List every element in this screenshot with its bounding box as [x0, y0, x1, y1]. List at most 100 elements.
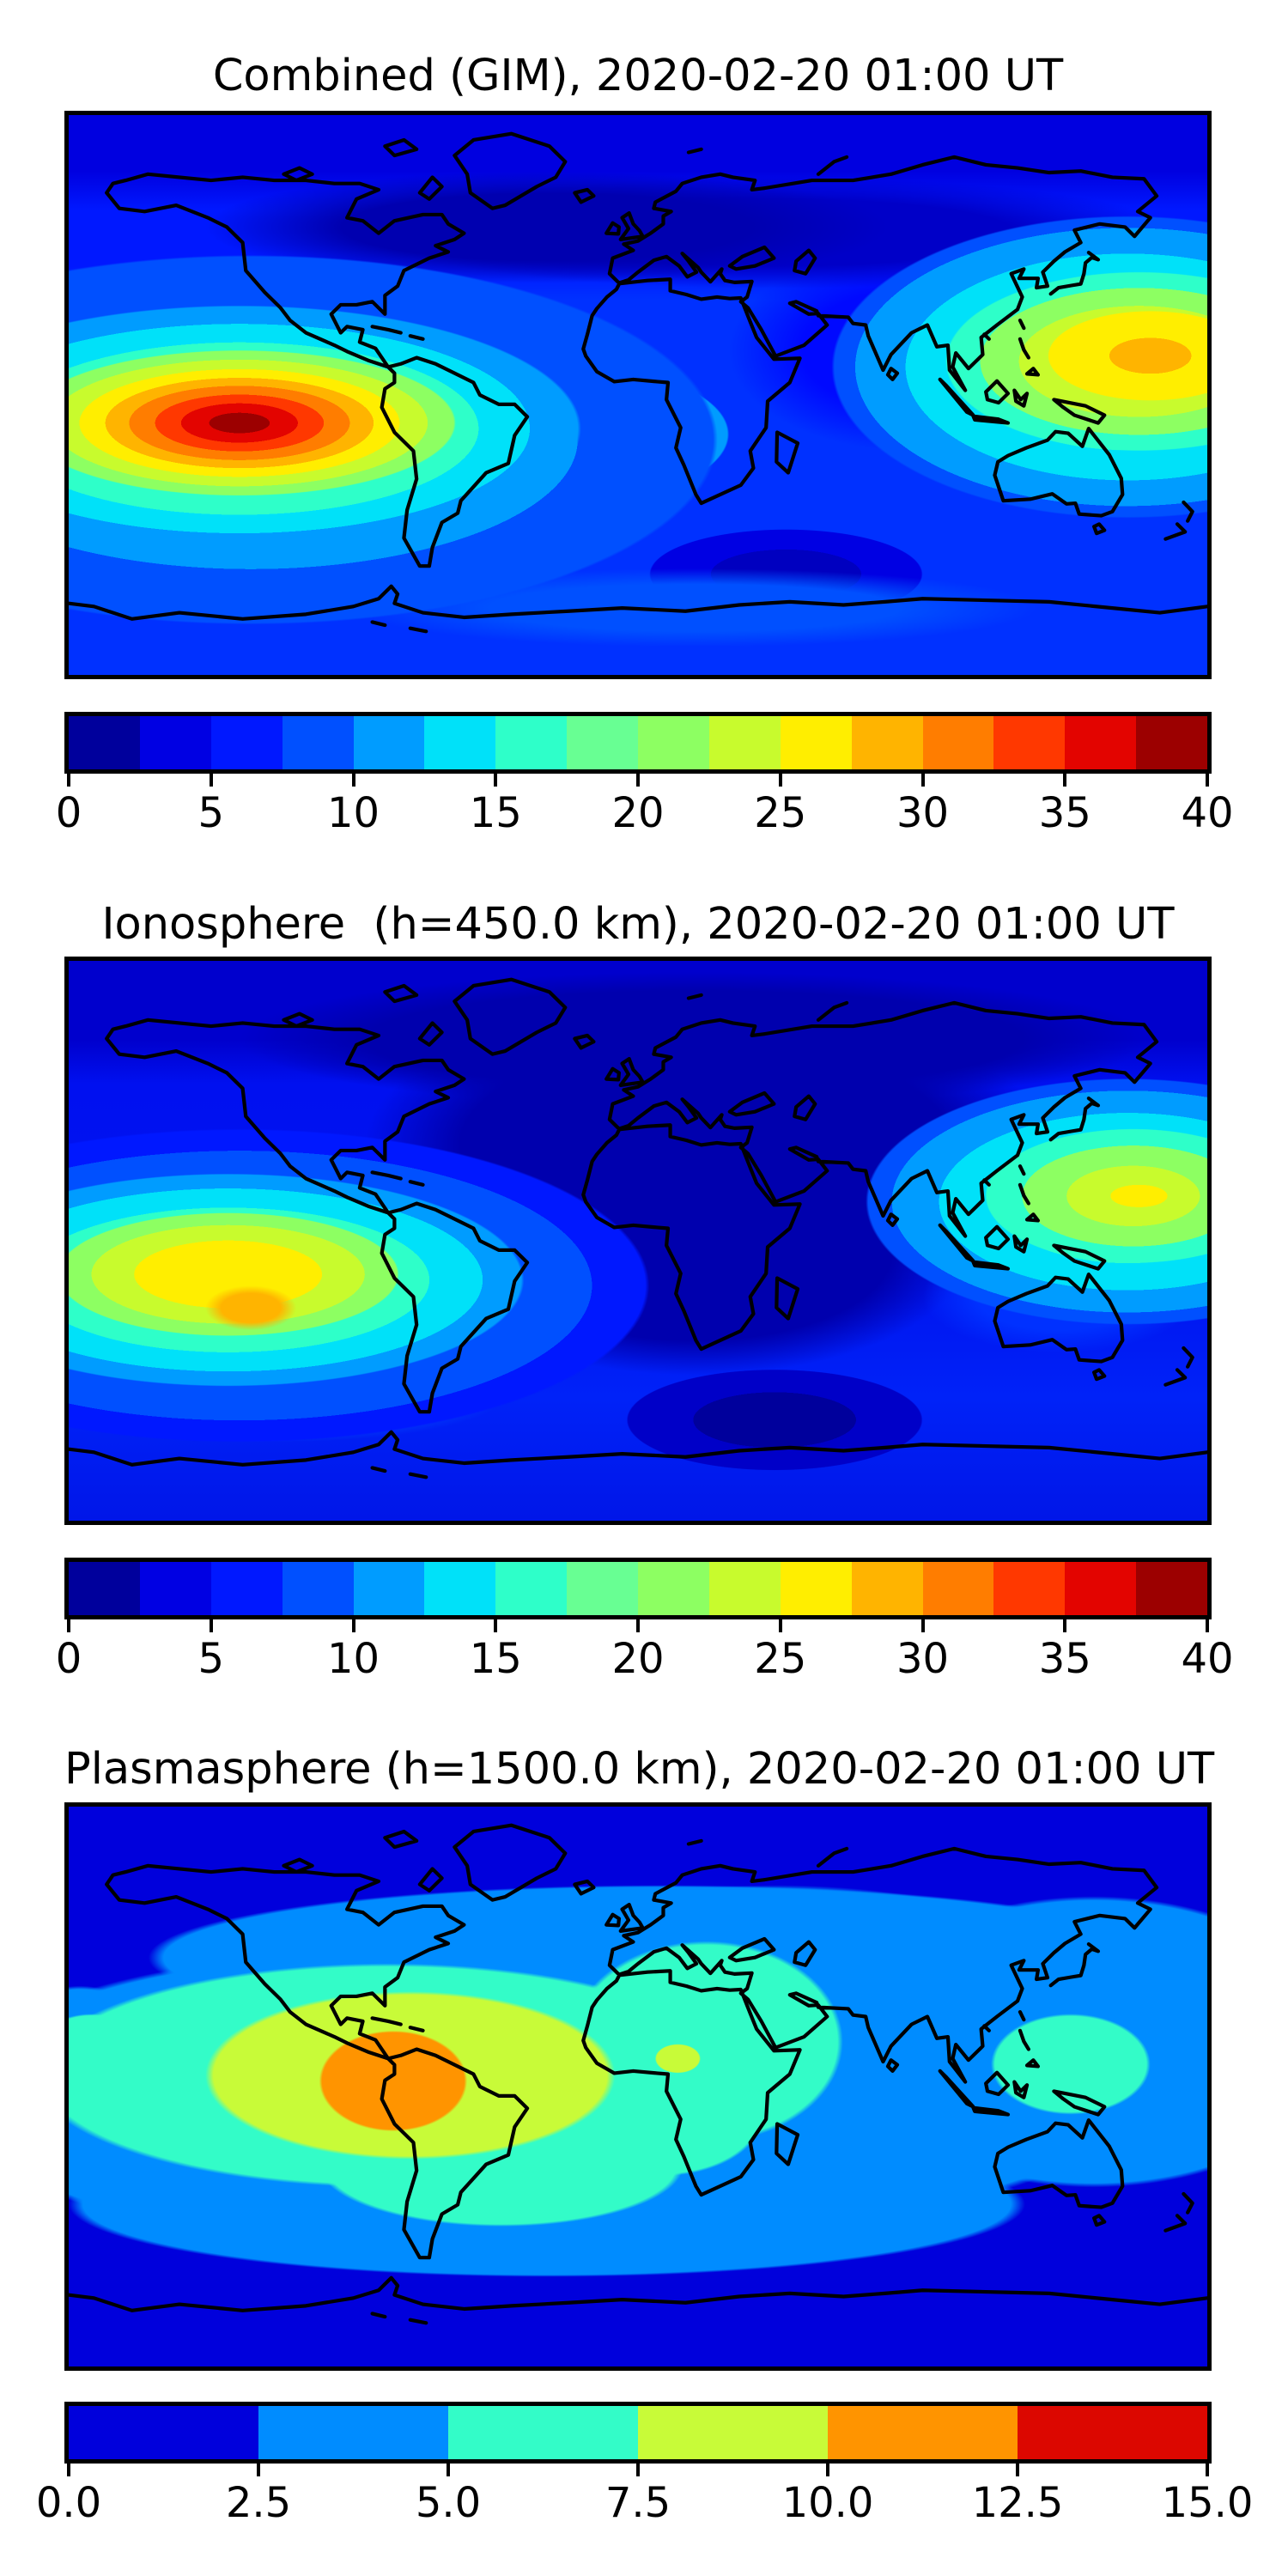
colorbar-tick: [636, 774, 640, 787]
colorbar-segment: [448, 2406, 638, 2459]
colorbar-tick: [1063, 774, 1067, 787]
colorbar-segment: [922, 1562, 994, 1615]
colorbar-tick-label: 7.5: [605, 2479, 671, 2527]
colorbar-ticks-combined: 0 5 10 15 20 25 30 35 40: [56, 774, 1234, 841]
colorbar-tick: [1206, 774, 1209, 787]
colorbar-segment: [567, 1562, 638, 1615]
colorbar-plasmasphere: [64, 2402, 1212, 2464]
colorbar-tick: [209, 774, 213, 787]
colorbar-tick-label: 10: [326, 789, 380, 837]
colorbar-tick-label: 15: [469, 1635, 522, 1683]
colorbar-tick-label: 0: [55, 789, 82, 837]
colorbar-ticks-plasmasphere: 0.0 2.5 5.0 7.5 10.0 12.5 15.0: [36, 2464, 1253, 2530]
colorbar-tick-label: 12.5: [971, 2479, 1064, 2527]
colorbar-combined: [64, 712, 1212, 774]
colorbar-segment: [69, 2406, 258, 2459]
colorbar-segment: [69, 1562, 140, 1615]
colorbar-tick-label: 10: [326, 1635, 380, 1683]
colorbar-tick: [351, 1619, 355, 1632]
colorbar-tick: [920, 774, 925, 787]
colorbar-segment: [851, 1562, 923, 1615]
colorbar-tick-label: 35: [1038, 789, 1091, 837]
colorbar-tick: [351, 774, 355, 787]
colorbar-segment: [1136, 1562, 1207, 1615]
colorbar-tick: [447, 2464, 450, 2476]
map-combined: [64, 111, 1212, 679]
colorbar-segment: [993, 716, 1066, 769]
panel-title-ionosphere: Ionosphere (h=450.0 km), 2020-02-20 01:0…: [101, 899, 1175, 950]
colorbar-segment: [638, 1562, 709, 1615]
colorbar-tick: [636, 2464, 640, 2476]
colorbar-tick-label: 0: [55, 1635, 82, 1683]
colorbar-tick-label: 25: [754, 789, 807, 837]
colorbar-segment: [424, 716, 496, 769]
colorbar-ionosphere: [64, 1558, 1212, 1619]
colorbar-tick: [778, 1619, 782, 1632]
colorbar-segment: [282, 716, 354, 769]
panel-title-combined: Combined (GIM), 2020-02-20 01:00 UT: [212, 51, 1064, 101]
colorbar-segment: [922, 716, 994, 769]
colorbar-segment: [708, 716, 781, 769]
colorbar-tick: [67, 2464, 70, 2476]
colorbar-tick-label: 30: [896, 789, 950, 837]
colorbar-tick-label: 5.0: [415, 2479, 482, 2527]
colorbar-tick: [1206, 2464, 1209, 2476]
colorbar-segment: [780, 1562, 852, 1615]
coastlines-overlay: [69, 115, 1207, 675]
colorbar-segment: [139, 716, 211, 769]
colorbar-tick-label: 20: [611, 789, 665, 837]
colorbar-tick: [67, 1619, 70, 1632]
colorbar-segment: [993, 1562, 1066, 1615]
colorbar-segment: [353, 716, 425, 769]
colorbar-tick: [1063, 1619, 1067, 1632]
colorbar-segment: [1136, 716, 1207, 769]
colorbar-tick: [494, 774, 498, 787]
colorbar-tick-label: 35: [1038, 1635, 1091, 1683]
colorbar-tick-label: 40: [1181, 1635, 1234, 1683]
colorbar-tick-label: 5: [197, 1635, 225, 1683]
colorbar-tick-label: 10.0: [781, 2479, 874, 2527]
colorbar-segment: [495, 1562, 568, 1615]
colorbar-segment: [210, 1562, 283, 1615]
colorbar-tick-label: 25: [754, 1635, 807, 1683]
colorbar-segment: [424, 1562, 496, 1615]
colorbar-segment: [282, 1562, 354, 1615]
colorbar-segment: [69, 716, 140, 769]
colorbar-tick: [257, 2464, 260, 2476]
colorbar-segment: [1065, 716, 1137, 769]
panel-title-plasmasphere: Plasmasphere (h=1500.0 km), 2020-02-20 0…: [64, 1744, 1215, 1795]
colorbar-tick-label: 40: [1181, 789, 1234, 837]
colorbar-tick: [636, 1619, 640, 1632]
colorbar-tick-label: 20: [611, 1635, 665, 1683]
coastlines-overlay: [69, 961, 1207, 1521]
colorbar-segment: [780, 716, 852, 769]
colorbar-tick-label: 0.0: [35, 2479, 102, 2527]
colorbar-segment: [638, 716, 709, 769]
colorbar-tick: [826, 2464, 829, 2476]
colorbar-segment: [139, 1562, 211, 1615]
colorbar-tick-label: 15.0: [1161, 2479, 1254, 2527]
colorbar-tick: [209, 1619, 213, 1632]
colorbar-tick: [920, 1619, 925, 1632]
colorbar-segment: [828, 2406, 1018, 2459]
colorbar-segment: [638, 2406, 828, 2459]
colorbar-segment: [495, 716, 568, 769]
colorbar-tick: [1206, 1619, 1209, 1632]
colorbar-tick-label: 2.5: [225, 2479, 292, 2527]
colorbar-segment: [851, 716, 923, 769]
colorbar-tick-label: 5: [197, 789, 225, 837]
colorbar-segment: [258, 2406, 448, 2459]
colorbar-tick: [778, 774, 782, 787]
colorbar-tick: [494, 1619, 498, 1632]
colorbar-tick: [67, 774, 70, 787]
colorbar-segment: [1018, 2406, 1207, 2459]
colorbar-segment: [353, 1562, 425, 1615]
coastlines-overlay: [69, 1807, 1207, 2366]
colorbar-ticks-ionosphere: 0 5 10 15 20 25 30 35 40: [56, 1619, 1234, 1686]
colorbar-segment: [567, 716, 638, 769]
colorbar-tick-label: 30: [896, 1635, 950, 1683]
colorbar-tick: [1016, 2464, 1019, 2476]
colorbar-segment: [210, 716, 283, 769]
map-ionosphere: [64, 957, 1212, 1525]
